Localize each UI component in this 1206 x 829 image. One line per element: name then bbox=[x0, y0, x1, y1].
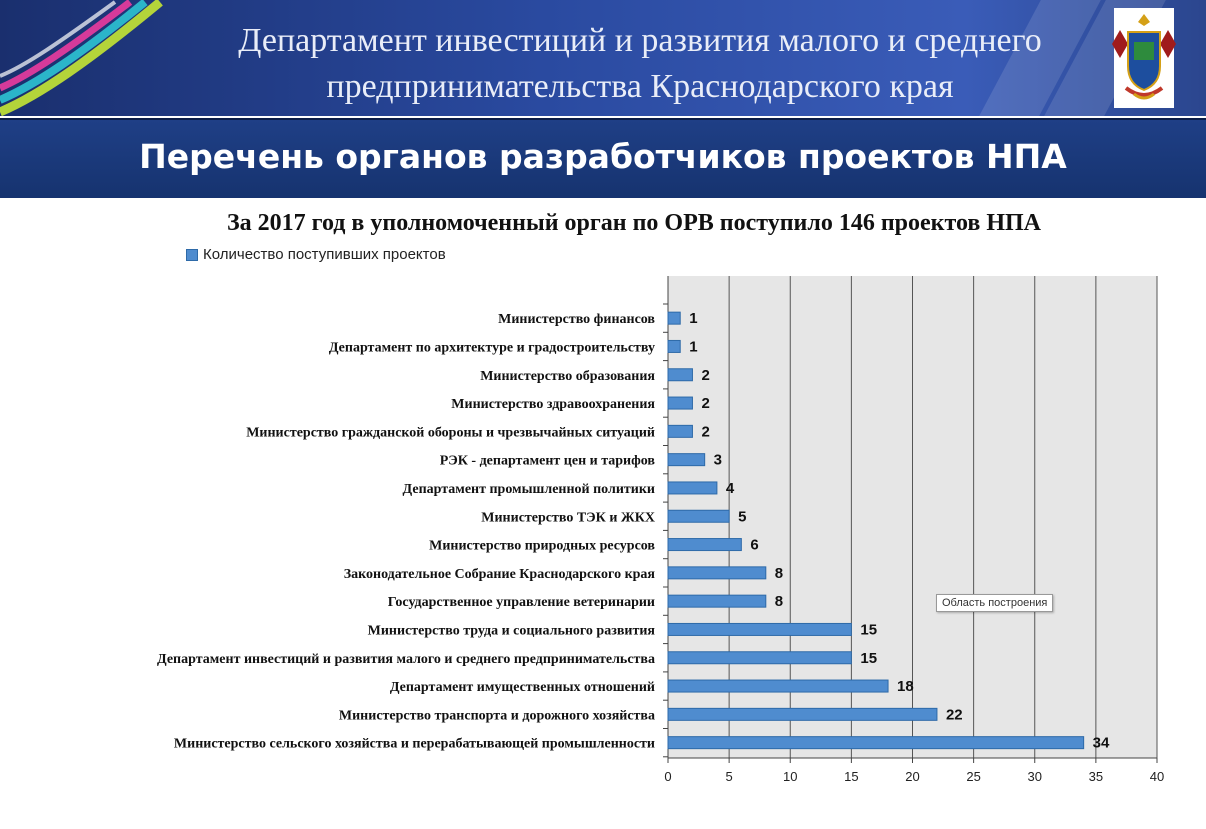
data-label: 22 bbox=[946, 706, 963, 723]
category-label: Департамент инвестиций и развития малого… bbox=[157, 652, 655, 667]
bar bbox=[667, 509, 730, 523]
data-label: 34 bbox=[1093, 735, 1110, 752]
x-tick-label: 30 bbox=[1028, 769, 1042, 784]
x-tick-label: 15 bbox=[844, 769, 858, 784]
bar bbox=[667, 339, 681, 353]
x-tick-label: 10 bbox=[783, 769, 797, 784]
data-label: 6 bbox=[750, 537, 758, 554]
data-label: 15 bbox=[860, 650, 877, 667]
category-label: Министерство ТЭК и ЖКХ bbox=[481, 510, 655, 525]
bar bbox=[667, 538, 742, 552]
bar bbox=[667, 396, 693, 410]
category-label: Министерство образования bbox=[480, 369, 655, 384]
bar bbox=[667, 707, 938, 721]
data-label: 2 bbox=[701, 395, 709, 412]
title-line-2: предпринимательства Краснодарского края bbox=[326, 68, 954, 105]
bar bbox=[667, 679, 889, 693]
x-tick-label: 35 bbox=[1089, 769, 1103, 784]
category-label: Министерство финансов bbox=[498, 312, 655, 327]
swoosh-logo bbox=[0, 0, 163, 116]
category-label: Министерство транспорта и дорожного хозя… bbox=[339, 708, 655, 723]
chart-title: За 2017 год в уполномоченный орган по ОР… bbox=[226, 210, 1042, 236]
bar bbox=[667, 368, 693, 382]
x-tick-label: 5 bbox=[726, 769, 733, 784]
data-label: 2 bbox=[701, 367, 709, 384]
bar bbox=[667, 453, 706, 467]
chart-legend: Количество поступивших проектов bbox=[186, 246, 446, 263]
bar bbox=[667, 622, 852, 636]
category-label: Министерство сельского хозяйства и перер… bbox=[174, 737, 655, 752]
category-label: РЭК - департамент цен и тарифов bbox=[440, 454, 656, 469]
category-label: Государственное управление ветеринарии bbox=[388, 595, 655, 610]
section-header: Перечень органов разработчиков проектов … bbox=[0, 118, 1206, 198]
bar bbox=[667, 566, 767, 580]
category-label: Департамент имущественных отношений bbox=[390, 680, 655, 695]
category-label: Законодательное Собрание Краснодарского … bbox=[344, 567, 656, 582]
x-tick-label: 20 bbox=[905, 769, 919, 784]
page-title: Департамент инвестиций и развития малого… bbox=[190, 18, 1090, 110]
section-title: Перечень органов разработчиков проектов … bbox=[139, 137, 1067, 176]
bar bbox=[667, 311, 681, 325]
title-line-1: Департамент инвестиций и развития малого… bbox=[238, 22, 1042, 59]
x-tick-label: 0 bbox=[664, 769, 671, 784]
header-banner: Департамент инвестиций и развития малого… bbox=[0, 0, 1206, 116]
category-label: Министерство труда и социального развити… bbox=[368, 623, 656, 638]
bar bbox=[667, 424, 693, 438]
category-label: Департамент по архитектуре и градостроит… bbox=[329, 340, 655, 355]
data-label: 8 bbox=[775, 593, 783, 610]
category-label: Министерство природных ресурсов bbox=[429, 539, 655, 554]
category-label: Министерство здравоохранения bbox=[451, 397, 655, 412]
x-tick-label: 40 bbox=[1150, 769, 1164, 784]
legend-label: Количество поступивших проектов bbox=[203, 246, 446, 263]
bar bbox=[667, 481, 718, 495]
bar bbox=[667, 736, 1085, 750]
data-label: 1 bbox=[689, 338, 697, 355]
data-label: 5 bbox=[738, 508, 746, 525]
data-label: 3 bbox=[714, 452, 722, 469]
data-label: 18 bbox=[897, 678, 914, 695]
plot-area-tooltip: Область построения bbox=[936, 594, 1054, 612]
bar bbox=[667, 651, 852, 665]
data-label: 2 bbox=[701, 423, 709, 440]
coat-of-arms-icon bbox=[1112, 8, 1176, 108]
x-tick-label: 25 bbox=[966, 769, 980, 784]
data-label: 1 bbox=[689, 310, 697, 327]
data-label: 8 bbox=[775, 565, 783, 582]
data-label: 15 bbox=[860, 621, 877, 638]
legend-swatch bbox=[186, 246, 203, 263]
bar bbox=[667, 594, 767, 608]
category-label: Департамент промышленной политики bbox=[403, 482, 655, 497]
category-label: Министерство гражданской обороны и чрезв… bbox=[246, 425, 655, 440]
data-label: 4 bbox=[726, 480, 735, 497]
